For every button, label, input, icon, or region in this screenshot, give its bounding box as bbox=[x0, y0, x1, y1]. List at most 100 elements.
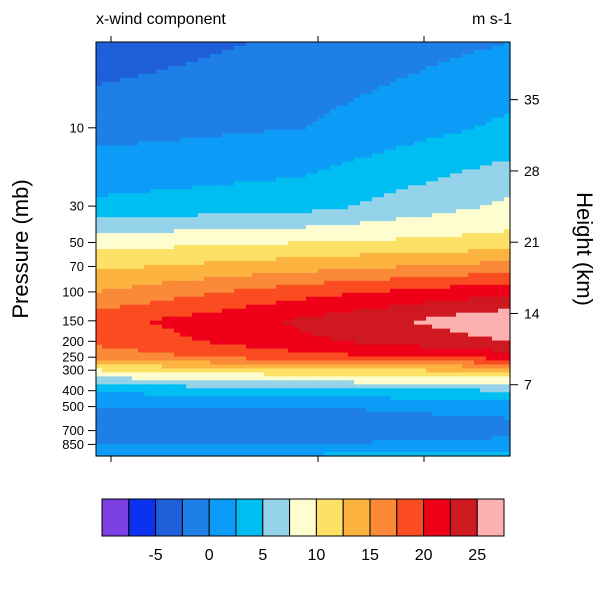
field-cell bbox=[312, 209, 319, 214]
field-cell bbox=[204, 77, 211, 83]
field-cell bbox=[240, 316, 247, 322]
field-cell bbox=[96, 145, 103, 151]
field-cell bbox=[198, 237, 205, 242]
field-cell bbox=[270, 93, 277, 99]
field-cell bbox=[300, 149, 307, 155]
field-cell bbox=[108, 197, 115, 202]
field-cell bbox=[492, 145, 499, 151]
field-cell bbox=[480, 249, 487, 254]
field-cell bbox=[456, 308, 463, 314]
field-cell bbox=[246, 161, 253, 166]
field-cell bbox=[492, 272, 499, 278]
field-cell bbox=[186, 181, 193, 186]
field-cell bbox=[186, 264, 193, 270]
field-cell bbox=[492, 296, 499, 302]
field-cell bbox=[390, 141, 397, 147]
field-cell bbox=[264, 201, 271, 206]
field-cell bbox=[246, 316, 253, 322]
field-cell bbox=[384, 272, 391, 278]
field-cell bbox=[114, 324, 121, 330]
field-cell bbox=[300, 264, 307, 270]
field-cell bbox=[324, 292, 331, 298]
field-cell bbox=[126, 308, 133, 314]
field-cell bbox=[210, 53, 217, 59]
field-cell bbox=[504, 316, 511, 322]
field-cell bbox=[282, 185, 289, 190]
field-cell bbox=[408, 153, 415, 159]
field-cell bbox=[444, 308, 451, 314]
field-cell bbox=[174, 213, 181, 218]
field-cell bbox=[138, 137, 145, 143]
field-cell bbox=[156, 153, 163, 159]
field-cell bbox=[276, 201, 283, 206]
field-cell bbox=[192, 93, 199, 99]
field-cell bbox=[300, 129, 307, 135]
field-cell bbox=[324, 105, 331, 111]
field-cell bbox=[210, 77, 217, 83]
field-cell bbox=[150, 312, 157, 318]
field-cell bbox=[198, 225, 205, 230]
field-cell bbox=[174, 177, 181, 182]
field-cell bbox=[102, 229, 109, 234]
field-cell bbox=[240, 129, 247, 135]
field-cell bbox=[222, 189, 229, 194]
field-cell bbox=[114, 57, 121, 63]
field-cell bbox=[144, 197, 151, 202]
field-cell bbox=[480, 129, 487, 135]
field-cell bbox=[414, 201, 421, 206]
field-cell bbox=[156, 245, 163, 250]
field-cell bbox=[240, 121, 247, 127]
field-cell bbox=[504, 308, 511, 314]
field-cell bbox=[498, 260, 505, 266]
field-cell bbox=[384, 57, 391, 63]
field-cell bbox=[438, 245, 445, 250]
field-cell bbox=[240, 85, 247, 91]
field-cell bbox=[312, 165, 319, 170]
field-cell bbox=[378, 272, 385, 278]
field-cell bbox=[114, 252, 121, 258]
field-cell bbox=[474, 292, 481, 298]
field-cell bbox=[180, 141, 187, 147]
field-cell bbox=[300, 213, 307, 218]
field-cell bbox=[180, 137, 187, 143]
field-cell bbox=[300, 105, 307, 111]
field-cell bbox=[138, 73, 145, 79]
field-cell bbox=[462, 149, 469, 155]
field-cell bbox=[324, 280, 331, 286]
field-cell bbox=[384, 97, 391, 103]
field-cell bbox=[444, 89, 451, 95]
field-cell bbox=[228, 209, 235, 214]
field-cell bbox=[390, 49, 397, 55]
field-cell bbox=[102, 133, 109, 139]
field-cell bbox=[438, 137, 445, 143]
field-cell bbox=[282, 169, 289, 174]
field-cell bbox=[390, 264, 397, 270]
field-cell bbox=[474, 141, 481, 147]
field-cell bbox=[216, 61, 223, 67]
field-cell bbox=[456, 109, 463, 115]
field-cell bbox=[174, 300, 181, 306]
field-cell bbox=[456, 145, 463, 151]
field-cell bbox=[282, 137, 289, 143]
field-cell bbox=[282, 209, 289, 214]
field-cell bbox=[294, 268, 301, 274]
field-cell bbox=[354, 133, 361, 139]
field-cell bbox=[366, 217, 373, 222]
field-cell bbox=[330, 133, 337, 139]
field-cell bbox=[360, 280, 367, 286]
field-cell bbox=[462, 42, 469, 47]
field-cell bbox=[384, 173, 391, 178]
field-cell bbox=[246, 153, 253, 159]
field-cell bbox=[96, 300, 103, 306]
field-cell bbox=[456, 229, 463, 234]
field-cell bbox=[198, 49, 205, 55]
field-cell bbox=[222, 256, 229, 262]
field-cell bbox=[126, 237, 133, 242]
field-cell bbox=[420, 316, 427, 322]
field-cell bbox=[180, 153, 187, 159]
field-cell bbox=[432, 272, 439, 278]
field-cell bbox=[504, 237, 511, 242]
field-cell bbox=[234, 113, 241, 119]
field-cell bbox=[276, 193, 283, 198]
field-cell bbox=[486, 177, 493, 182]
